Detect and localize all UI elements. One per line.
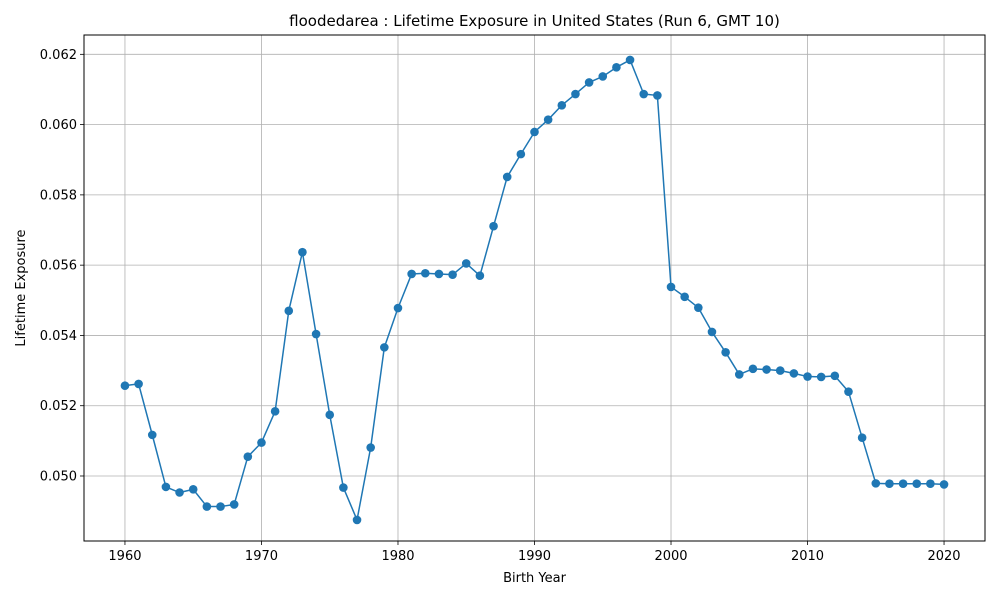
y-tick-label: 0.058 <box>40 188 77 203</box>
data-point <box>380 343 389 352</box>
data-point <box>680 292 689 302</box>
data-point <box>352 515 362 525</box>
data-point <box>393 303 403 313</box>
data-point <box>912 479 922 489</box>
x-tick-label: 1970 <box>245 549 278 564</box>
data-point <box>516 149 526 159</box>
data-point <box>448 270 457 279</box>
data-point <box>775 366 785 375</box>
data-point <box>584 78 594 87</box>
data-point <box>216 502 225 511</box>
data-point <box>202 502 212 511</box>
y-axis: 0.050 0.052 0.054 0.056 0.058 0.060 0.062 <box>40 48 84 484</box>
data-point <box>120 381 130 390</box>
data-point <box>530 127 539 137</box>
data-point <box>229 500 239 509</box>
data-point <box>898 479 908 489</box>
data-point <box>612 63 621 72</box>
data-point <box>311 329 321 339</box>
data-point <box>639 89 649 99</box>
x-tick-label: 2010 <box>791 549 824 564</box>
data-point <box>844 387 853 396</box>
data-point <box>803 372 812 381</box>
data-point <box>857 433 867 442</box>
data-point <box>625 55 635 65</box>
data-point <box>762 365 771 374</box>
x-axis-label: Birth Year <box>503 571 567 586</box>
grid <box>84 35 985 541</box>
data-point <box>325 410 335 420</box>
data-point <box>147 430 157 440</box>
data-point <box>653 91 662 100</box>
data-point <box>175 488 184 497</box>
data-point <box>188 485 198 494</box>
x-tick-label: 1990 <box>518 549 551 564</box>
data-point <box>434 269 444 279</box>
data-point <box>557 100 567 110</box>
data-point <box>871 479 881 488</box>
data-point <box>298 247 307 257</box>
y-tick-label: 0.054 <box>40 329 77 344</box>
data-point <box>134 379 143 389</box>
y-tick-label: 0.056 <box>40 259 77 274</box>
data-point <box>543 115 553 124</box>
data-point <box>284 306 294 316</box>
data-point <box>734 370 744 379</box>
data-point <box>721 348 730 357</box>
data-point <box>270 407 280 416</box>
data-point <box>257 438 266 447</box>
y-tick-label: 0.052 <box>40 399 77 414</box>
data-point <box>598 72 608 81</box>
data-point <box>885 479 894 489</box>
data-point <box>939 480 949 489</box>
data-point <box>339 483 348 492</box>
x-tick-label: 1980 <box>381 549 414 564</box>
data-point <box>243 452 253 461</box>
y-axis-label: Lifetime Exposure <box>14 229 29 346</box>
data-point <box>475 271 485 281</box>
data-point <box>161 482 171 492</box>
data-point <box>461 259 471 268</box>
data-point <box>407 269 416 279</box>
x-tick-label: 2000 <box>654 549 687 564</box>
data-point <box>489 221 498 231</box>
y-tick-label: 0.062 <box>40 48 77 63</box>
data-point <box>830 371 840 381</box>
data-point <box>571 89 580 99</box>
data-point <box>748 364 758 374</box>
data-point <box>420 268 430 278</box>
x-tick-label: 1960 <box>108 549 141 564</box>
data-point <box>366 443 375 452</box>
data-point <box>694 303 703 312</box>
chart-title: floodedarea : Lifetime Exposure in Unite… <box>289 12 780 30</box>
data-point <box>789 369 799 378</box>
data-point <box>502 172 512 182</box>
data-point <box>707 327 717 337</box>
y-tick-label: 0.050 <box>40 469 77 484</box>
data-point <box>666 282 676 292</box>
x-axis: 1960 1970 1980 1990 2000 2010 2020 <box>108 541 961 564</box>
data-point <box>816 372 826 382</box>
data-point <box>926 479 935 489</box>
y-tick-label: 0.060 <box>40 118 77 133</box>
plot-data <box>120 55 949 525</box>
x-tick-label: 2020 <box>927 549 960 564</box>
